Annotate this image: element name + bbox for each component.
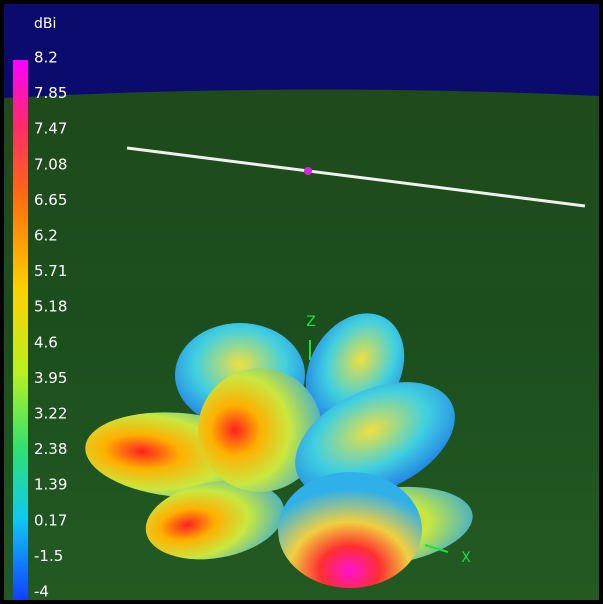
colorbar-label: -4 [34, 583, 49, 601]
colorbar-label: 7.08 [34, 155, 67, 173]
colorbar-label: 8.2 [34, 49, 58, 67]
colorbar-label: 5.71 [34, 262, 67, 280]
colorbar-unit: dBi [34, 16, 56, 32]
colorbar-label: 7.85 [34, 84, 67, 102]
pattern-view: Z X dBi 8.2 7.85 7.47 7.08 6.65 6.2 5.71 5.18 4.… [0, 0, 603, 604]
colorbar-label: -1.5 [34, 547, 63, 565]
colorbar-label: 0.17 [34, 511, 67, 529]
colorbar-label: 1.39 [34, 476, 67, 494]
colorbar-label: 6.65 [34, 191, 67, 209]
colorbar-label: 2.38 [34, 440, 67, 458]
colorbar-label: 3.95 [34, 369, 67, 387]
colorbar-label: 6.2 [34, 227, 58, 245]
colorbar-label: 7.47 [34, 120, 67, 138]
screenshot: Z X dBi 8.2 7.85 7.47 7.08 6.65 6.2 5.71 5.18 4.… [0, 0, 603, 604]
lobe [278, 472, 422, 588]
color-scale [13, 60, 28, 600]
feed-point [304, 167, 312, 175]
colorbar-label: 4.6 [34, 333, 58, 351]
colorbar-label: 5.18 [34, 298, 67, 316]
colorbar-label: 3.22 [34, 405, 67, 423]
z-axis-label: Z [306, 314, 316, 330]
x-axis-label: X [461, 550, 471, 566]
